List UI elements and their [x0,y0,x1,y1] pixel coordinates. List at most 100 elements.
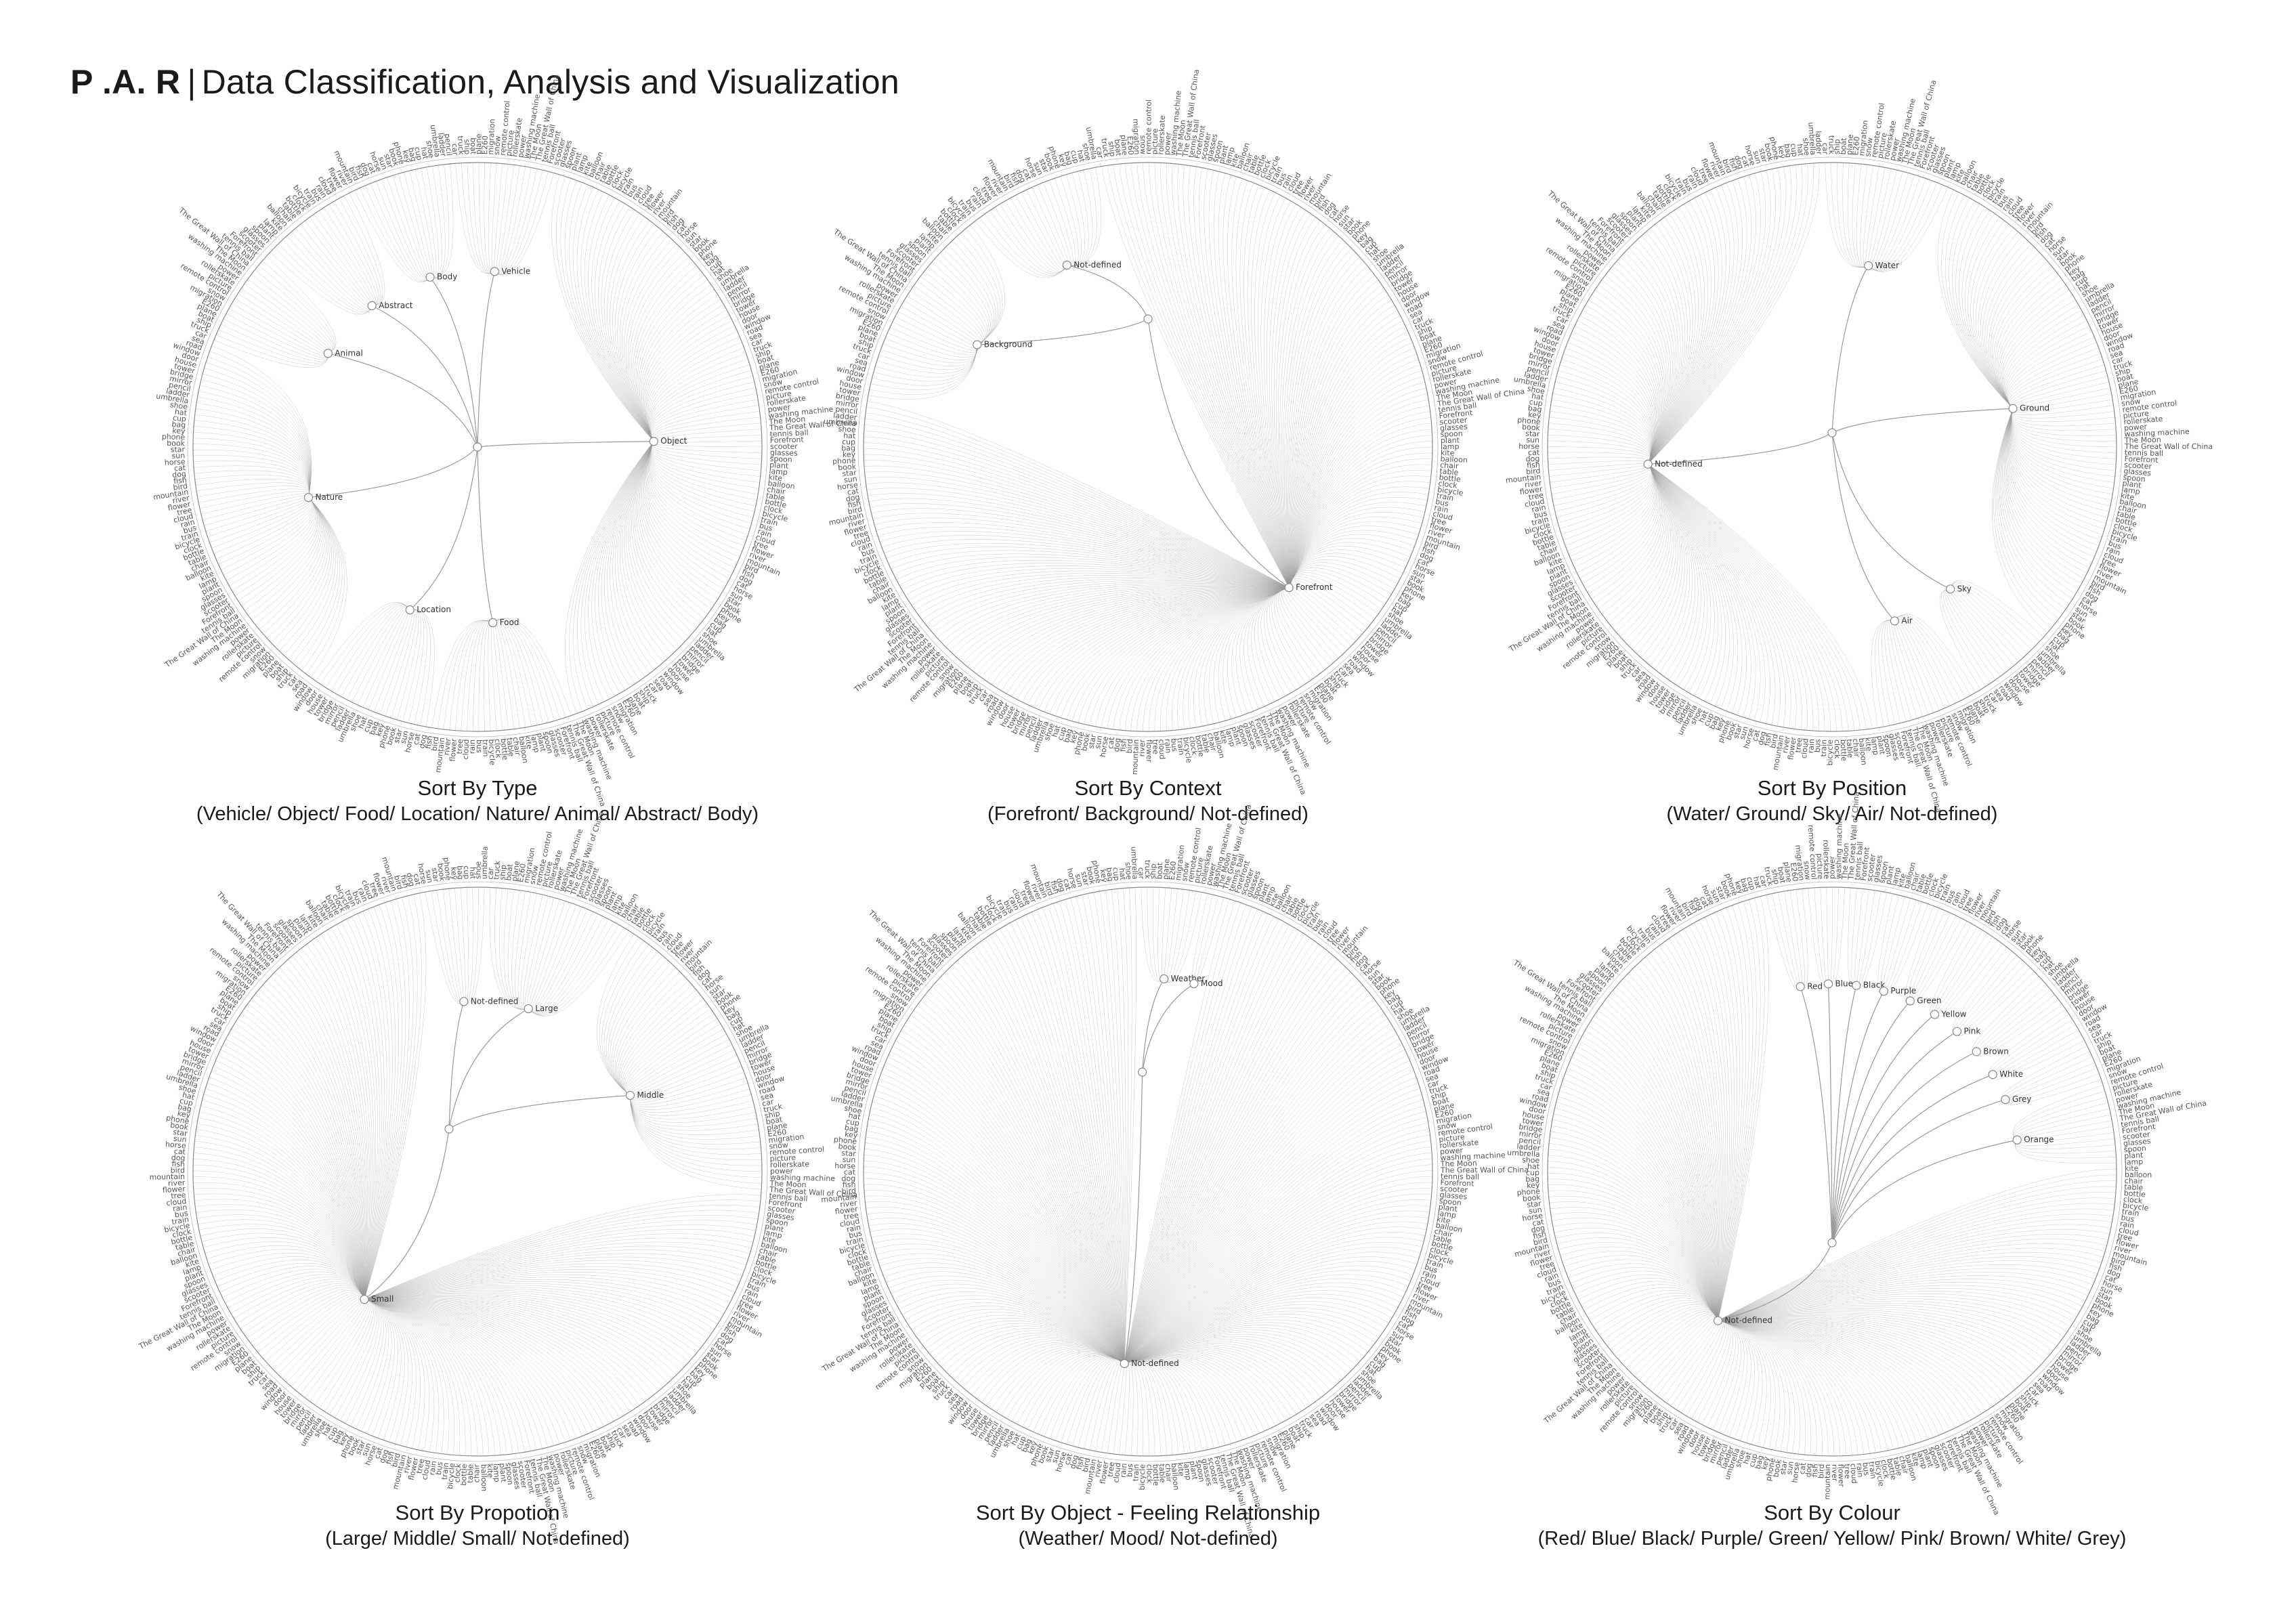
leaf-link [1949,586,2014,666]
leaf-link [364,1299,409,1444]
leaf-link [886,542,1290,588]
leaf-link [1718,1320,1771,1448]
leaf-link [1567,342,1655,465]
leaf-link [196,1209,365,1300]
leaf-link [193,444,310,498]
leaf-link [1022,587,1290,702]
leaf-label: sun [398,729,410,744]
leaf-link [879,531,1290,588]
leaf-link [1288,584,1356,642]
leaf-label: glasses [770,448,798,458]
leaf-link [310,1299,370,1402]
leaf-link [1884,901,1923,995]
leaf-label: umbrella [1806,122,1817,155]
leaf-link [1995,408,2056,624]
leaf-label: key [844,1130,858,1140]
leaf-link [639,441,712,610]
leaf-link [1124,1199,1431,1364]
leaf-label: picture [2123,409,2150,421]
group-label: White [1999,1069,2023,1079]
leaf-link [215,1060,365,1300]
leaf-link [1042,907,1125,1364]
leaf-link [364,1294,689,1363]
leaf-link [2010,408,2109,512]
leaf-link [1288,261,1364,588]
leaf-label: cloud [1111,1462,1122,1483]
leaf-link [893,1283,1125,1364]
leaf-link [1033,1355,1125,1432]
leaf-link [1868,173,1909,270]
leaf-link [1566,1259,1718,1321]
link-layer [864,887,1432,1456]
leaf-label: E260 [1789,862,1800,882]
leaf-label: lamp [529,733,541,753]
leaf-link [954,1334,1125,1380]
leaf-link [1548,1155,1718,1321]
leaf-link [958,1336,1125,1384]
leaf-link [463,887,485,1004]
leaf-link [455,163,495,274]
leaf-link [1015,920,1125,1364]
leaf-label: snow [2121,397,2141,408]
leaf-label: phone [1090,859,1103,884]
leaf-label: cat [412,732,423,746]
leaf-label: mountain [1130,739,1141,775]
leaf-link [1558,370,1653,465]
leaf-link [1288,309,1398,588]
leaf-link [1718,1320,1823,1456]
leaf-label: bird [392,874,404,891]
leaf-link [1017,587,1290,700]
leaf-link [996,587,1290,688]
group-label: Animal [335,348,363,358]
leaf-link [194,475,310,498]
leaf-link [1124,1356,1248,1438]
group-node [1946,584,1955,594]
leaf-link [1124,1355,1265,1432]
leaf-link [941,584,1290,643]
leaf-link [1648,464,1849,731]
group-label: Small [371,1294,394,1304]
leaf-link [1283,586,1339,658]
group-label: Food [500,618,519,627]
leaf-link [292,497,338,664]
leaf-label: plant [764,1222,785,1234]
leaf-link [1015,195,1067,270]
leaf-label: snow [1139,135,1148,155]
leaf-link [364,1199,761,1300]
group-label: Orange [2024,1135,2054,1145]
leaf-link [1868,169,1897,269]
leaf-label: river [402,1455,414,1474]
leaf-label: car [1758,874,1769,888]
leaf-link [1124,1354,1271,1429]
group-node [1852,981,1861,990]
leaf-link [918,575,1290,616]
leaf-link [287,497,336,660]
leaf-link [1006,587,1290,694]
leaf-link [647,342,742,442]
leaf-label: spoon [2123,473,2146,484]
leaf-link [1177,587,1290,730]
leaf-link [889,547,1290,588]
leaf-label: power [1440,1146,1464,1156]
leaf-link [364,1298,664,1388]
leaf-link [1136,163,1290,588]
leaf-link [2001,294,2072,409]
leaf-link [1164,891,1196,983]
leaf-link [1649,953,1719,1321]
leaf-link [193,449,310,498]
leaf-label: ship [2114,366,2131,378]
leaf-link [901,1030,1125,1364]
leaf-link [634,265,697,442]
group-link [1142,979,1165,1073]
leaf-link [991,587,1290,685]
leaf-link [2009,364,2105,409]
leaf-label: boat [469,137,477,155]
leaf-link [1648,217,1696,465]
leaf-link [270,976,365,1300]
leaf-link [588,441,654,700]
leaf-link [270,497,329,643]
leaf-link [1648,195,1719,465]
leaf-link [364,1253,744,1300]
leaf-link [257,1291,365,1353]
leaf-link [897,311,979,349]
